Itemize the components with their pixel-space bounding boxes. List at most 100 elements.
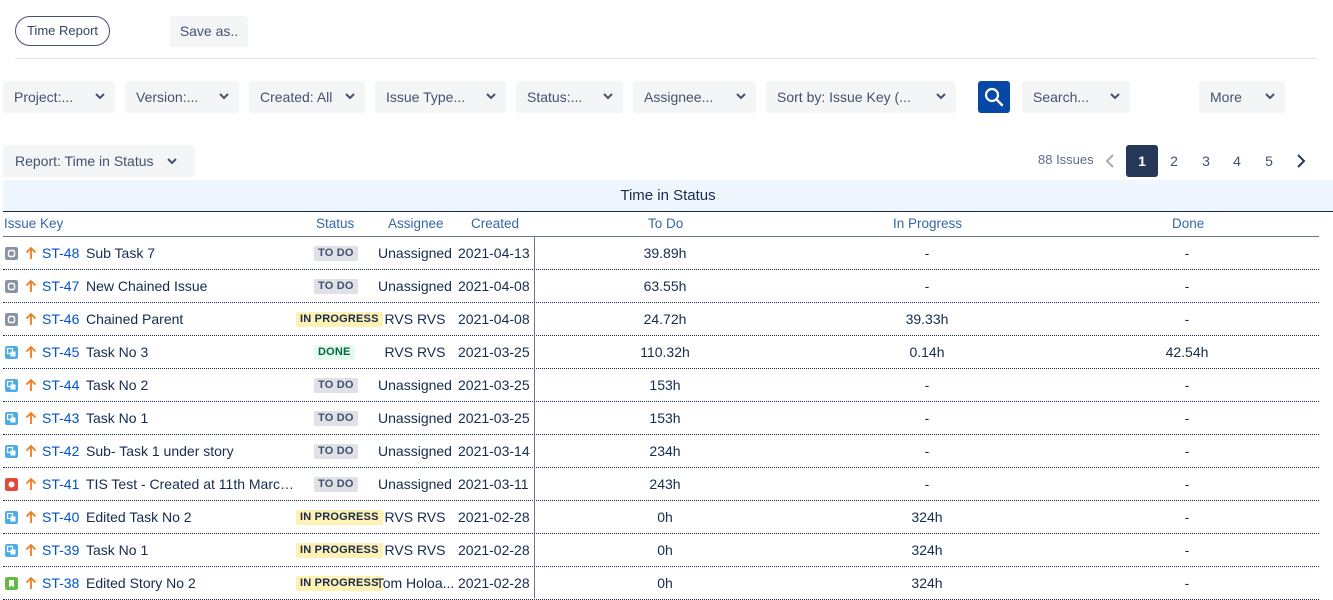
filter-label: More [1210,89,1242,105]
header-created[interactable]: Created [471,216,520,231]
header-todo[interactable]: To Do [648,216,684,231]
created-cell: 2021-02-28 [458,575,530,591]
done-time-cell: - [1184,575,1190,591]
issue-key-link[interactable]: ST-39 [42,542,80,558]
done-time-cell: - [1184,410,1190,426]
in-progress-time-cell: - [924,245,930,261]
issue-key-link[interactable]: ST-46 [42,311,80,327]
issue-type-subtask-icon [5,247,18,260]
page-3[interactable]: 3 [1202,153,1210,169]
filter-label: Assignee... [644,89,714,105]
issue-key-link[interactable]: ST-43 [42,410,80,426]
priority-arrow-up-icon [25,477,37,490]
chevron-left-icon[interactable] [1102,151,1118,171]
assignee-cell: Unassigned [378,278,452,294]
chevron-down-icon [345,93,355,100]
status-badge: IN PROGRESS [296,543,383,558]
in-progress-time-cell: 324h [911,542,943,558]
priority-arrow-up-icon [25,543,37,556]
created-cell: 2021-02-28 [458,542,530,558]
todo-time-cell: 0h [657,542,673,558]
issue-summary: Sub Task 7 [86,245,156,261]
issue-type-task-icon [5,544,18,557]
filter-more[interactable]: More [1199,81,1285,113]
header-issue-key[interactable]: Issue Key [4,216,64,231]
in-progress-time-cell: - [924,377,930,393]
page-1[interactable]: 1 [1126,145,1158,177]
todo-time-cell: 110.32h [640,344,690,360]
chevron-right-icon[interactable] [1293,151,1309,171]
filter-label: Sort by: Issue Key (... [777,89,911,105]
issue-key-link[interactable]: ST-40 [42,509,80,525]
time-report-button[interactable]: Time Report [15,16,110,46]
done-time-cell: - [1184,311,1190,327]
issue-summary: Sub- Task 1 under story [86,443,234,459]
time-in-status-header: Time in Status [3,180,1333,212]
filter-project[interactable]: Project:... [3,81,115,113]
issue-type-bug-icon [5,478,18,491]
issue-summary: Task No 3 [86,344,149,360]
issue-key-link[interactable]: ST-42 [42,443,80,459]
page-5[interactable]: 5 [1265,153,1273,169]
report-selector[interactable]: Report: Time in Status [3,145,195,177]
status-badge: TO DO [314,477,358,492]
save-as-button[interactable]: Save as.. [170,16,248,47]
priority-arrow-up-icon [25,576,37,589]
issue-summary: Chained Parent [86,311,184,327]
chevron-down-icon [936,93,946,100]
filter-search[interactable]: Search... [1022,81,1130,113]
page-4[interactable]: 4 [1233,153,1241,169]
priority-arrow-up-icon [25,411,37,424]
issue-key-link[interactable]: ST-44 [42,377,80,393]
assignee-cell: RVS RVS [384,509,446,525]
in-progress-time-cell: 0.14h [909,344,945,360]
created-cell: 2021-02-28 [458,509,530,525]
filter-assignee[interactable]: Assignee... [633,81,756,113]
chevron-down-icon [486,93,496,100]
done-time-cell: - [1184,278,1190,294]
todo-time-cell: 0h [657,575,673,591]
issue-type-task-icon [5,412,18,425]
in-progress-time-cell: - [924,410,930,426]
issue-key-link[interactable]: ST-47 [42,278,80,294]
filter-created[interactable]: Created: All [249,81,365,113]
status-badge: IN PROGRESS [296,510,383,525]
issue-key-link[interactable]: ST-45 [42,344,80,360]
page-2[interactable]: 2 [1170,153,1178,169]
issue-key-link[interactable]: ST-38 [42,575,80,591]
issue-type-subtask-icon [5,313,18,326]
chevron-down-icon [95,93,105,100]
priority-arrow-up-icon [25,378,37,391]
search-button[interactable] [978,81,1010,113]
header-assignee[interactable]: Assignee [388,216,444,231]
report-selector-label: Report: Time in Status [15,153,154,169]
issue-summary: Edited Task No 2 [86,509,192,525]
header-done[interactable]: Done [1172,216,1205,231]
header-in-progress[interactable]: In Progress [893,216,963,231]
assignee-cell: Unassigned [378,377,452,393]
todo-time-cell: 243h [649,476,681,492]
chevron-down-icon [167,158,177,165]
filter-sort[interactable]: Sort by: Issue Key (... [766,81,956,113]
filter-label: Status:... [527,89,583,105]
assignee-cell: RVS RVS [384,542,446,558]
filter-version[interactable]: Version:... [125,81,239,113]
chevron-down-icon [219,93,229,100]
chevron-down-icon [1110,93,1120,100]
table-row: ST-44 Task No 2 TO DO Unassigned 2021-03-25 1… [3,369,1319,402]
issue-key-link[interactable]: ST-41 [42,476,80,492]
assignee-cell: Unassigned [378,443,452,459]
created-cell: 2021-04-08 [458,311,530,327]
issue-type-task-icon [5,379,18,392]
todo-time-cell: 234h [649,443,681,459]
status-badge: TO DO [314,411,358,426]
filter-status[interactable]: Status:... [516,81,623,113]
status-badge: TO DO [314,378,358,393]
filter-issue-type[interactable]: Issue Type... [375,81,506,113]
header-status[interactable]: Status [316,216,355,231]
issue-key-link[interactable]: ST-48 [42,245,80,261]
priority-arrow-up-icon [25,510,37,523]
table-row: ST-38 Edited Story No 2 IN PROGRESS Tom Hol… [3,567,1319,600]
table-row: ST-45 Task No 3 DONE RVS RVS 2021-03-25 110.3… [3,336,1319,369]
issue-type-story-icon [5,577,18,590]
